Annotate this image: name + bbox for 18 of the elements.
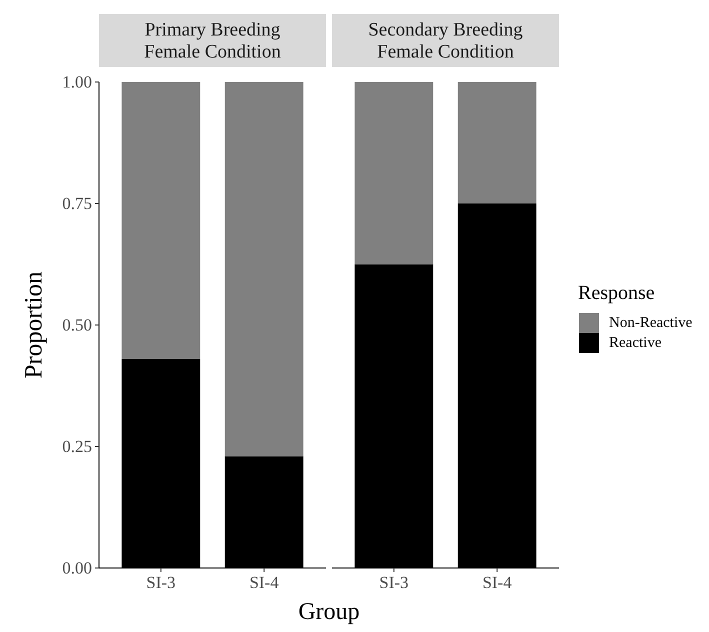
x-tick-label: SI-3 <box>379 573 409 592</box>
legend-label: Non-Reactive <box>609 315 693 331</box>
y-tick-label: 0.50 <box>62 316 92 334</box>
bar <box>122 82 200 360</box>
x-tick-label: SI-4 <box>249 573 280 592</box>
y-tick-label: 0.25 <box>62 437 92 456</box>
y-axis-title: Proportion <box>20 271 48 378</box>
bar <box>224 82 304 456</box>
legend-title: Response <box>578 282 655 304</box>
y-tick-label: 0.00 <box>62 558 92 578</box>
x-axis-title: Group <box>298 599 360 625</box>
chart-title: Secondary Breeding Female Condition <box>368 19 524 62</box>
y-tick-label: 1.00 <box>62 72 92 92</box>
legend-label: Reactive <box>609 335 662 351</box>
x-tick-label: SI-3 <box>146 573 176 592</box>
chart-title: Primary Breeding Female Condition <box>144 19 282 62</box>
x-tick-label: SI-4 <box>482 573 512 592</box>
y-tick-label: 0.75 <box>62 194 92 213</box>
